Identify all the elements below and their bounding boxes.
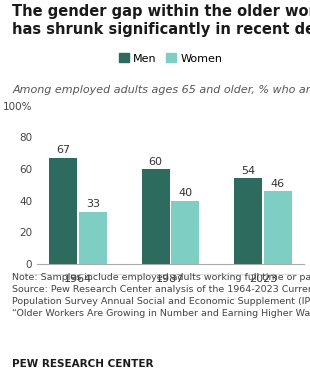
Text: 54: 54 [241, 166, 255, 176]
Bar [79, 211, 107, 264]
Text: 40: 40 [178, 188, 193, 198]
Bar [49, 158, 77, 264]
Bar [264, 191, 292, 264]
Bar [142, 169, 170, 264]
Text: 46: 46 [271, 179, 285, 189]
Text: 67: 67 [56, 146, 70, 155]
Text: Note: Samples include employed adults working full time or part time.
Source: Pe: Note: Samples include employed adults wo… [12, 273, 310, 318]
Bar [171, 201, 199, 264]
Text: The gender gap within the older workforce
has shrunk significantly in recent dec: The gender gap within the older workforc… [12, 4, 310, 37]
Text: Among employed adults ages 65 and older, % who are ...: Among employed adults ages 65 and older,… [12, 85, 310, 95]
Text: 33: 33 [86, 199, 100, 209]
Legend: Men, Women: Men, Women [117, 51, 224, 66]
Text: PEW RESEARCH CENTER: PEW RESEARCH CENTER [12, 359, 154, 369]
Bar [234, 178, 262, 264]
Text: 60: 60 [149, 156, 163, 167]
